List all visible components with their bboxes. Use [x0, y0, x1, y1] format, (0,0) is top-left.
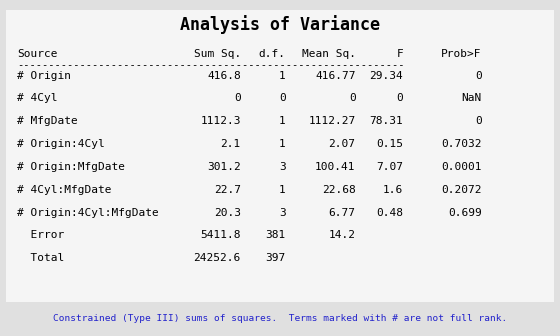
Text: 22.68: 22.68: [322, 185, 356, 195]
Text: # 4Cyl: # 4Cyl: [17, 93, 57, 103]
Text: # 4Cyl:MfgDate: # 4Cyl:MfgDate: [17, 185, 111, 195]
Text: 416.77: 416.77: [315, 71, 356, 81]
Text: # Origin:MfgDate: # Origin:MfgDate: [17, 162, 125, 172]
Text: 0.7032: 0.7032: [441, 139, 482, 149]
Text: Source: Source: [17, 49, 57, 59]
Text: Total: Total: [17, 253, 64, 263]
Text: 397: 397: [265, 253, 286, 263]
Text: NaN: NaN: [461, 93, 482, 103]
Text: 0: 0: [396, 93, 403, 103]
Text: 0.699: 0.699: [448, 208, 482, 218]
Text: 381: 381: [265, 230, 286, 241]
Text: 2.07: 2.07: [329, 139, 356, 149]
Text: 416.8: 416.8: [207, 71, 241, 81]
Text: 0: 0: [279, 93, 286, 103]
Text: 0.2072: 0.2072: [441, 185, 482, 195]
Text: 14.2: 14.2: [329, 230, 356, 241]
Text: 301.2: 301.2: [207, 162, 241, 172]
Text: F: F: [396, 49, 403, 59]
Text: 24252.6: 24252.6: [194, 253, 241, 263]
Text: 1112.27: 1112.27: [309, 116, 356, 126]
Text: 0.48: 0.48: [376, 208, 403, 218]
Text: 2.1: 2.1: [221, 139, 241, 149]
Text: 6.77: 6.77: [329, 208, 356, 218]
Text: Prob>F: Prob>F: [441, 49, 482, 59]
Text: 5411.8: 5411.8: [200, 230, 241, 241]
Text: --------------------------------------------------------------: ----------------------------------------…: [17, 60, 404, 71]
Text: 1: 1: [279, 139, 286, 149]
Text: 7.07: 7.07: [376, 162, 403, 172]
Text: 20.3: 20.3: [214, 208, 241, 218]
Text: 0: 0: [475, 71, 482, 81]
Text: 0: 0: [475, 116, 482, 126]
Text: # Origin:4Cyl:MfgDate: # Origin:4Cyl:MfgDate: [17, 208, 158, 218]
Text: 0: 0: [234, 93, 241, 103]
Text: Constrained (Type III) sums of squares.  Terms marked with # are not full rank.: Constrained (Type III) sums of squares. …: [53, 314, 507, 323]
Text: 1: 1: [279, 71, 286, 81]
Text: 78.31: 78.31: [370, 116, 403, 126]
Text: Sum Sq.: Sum Sq.: [194, 49, 241, 59]
Text: 0: 0: [349, 93, 356, 103]
Text: 1: 1: [279, 185, 286, 195]
Text: Mean Sq.: Mean Sq.: [302, 49, 356, 59]
Text: 22.7: 22.7: [214, 185, 241, 195]
Text: Analysis of Variance: Analysis of Variance: [180, 15, 380, 34]
Text: Error: Error: [17, 230, 64, 241]
Text: 1.6: 1.6: [383, 185, 403, 195]
Text: 3: 3: [279, 208, 286, 218]
Text: 0.15: 0.15: [376, 139, 403, 149]
Text: # Origin:4Cyl: # Origin:4Cyl: [17, 139, 105, 149]
Text: # Origin: # Origin: [17, 71, 71, 81]
Text: d.f.: d.f.: [259, 49, 286, 59]
Text: 1112.3: 1112.3: [200, 116, 241, 126]
Text: 29.34: 29.34: [370, 71, 403, 81]
Text: 1: 1: [279, 116, 286, 126]
Text: # MfgDate: # MfgDate: [17, 116, 77, 126]
Text: 0.0001: 0.0001: [441, 162, 482, 172]
Text: 3: 3: [279, 162, 286, 172]
Text: 100.41: 100.41: [315, 162, 356, 172]
